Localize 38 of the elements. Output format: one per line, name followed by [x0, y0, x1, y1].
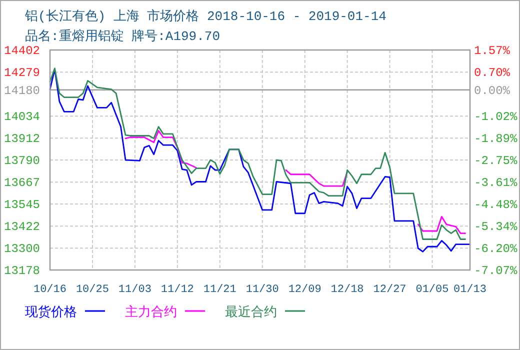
y2-tick-label: 1.57% [474, 44, 511, 58]
x-tick-label: 01/05 [416, 284, 449, 296]
y-tick-label: 14034 [4, 110, 40, 124]
y-tick-label: 14279 [4, 66, 40, 80]
legend-label: 最近合约 [225, 305, 277, 320]
y2-tick-label: -7.07% [474, 264, 518, 278]
y2-tick-label: 0.00% [474, 84, 511, 98]
y-tick-label: 13422 [4, 220, 40, 234]
x-tick-label: 11/30 [246, 284, 279, 296]
chart-subtitle: 品名:重熔用铝锭 牌号:A199.70 [25, 29, 220, 44]
ref-line-label: 14180 [4, 84, 40, 98]
y2-tick-label: -2.75% [474, 154, 518, 168]
x-tick-label: 11/12 [160, 284, 194, 296]
x-tick-label: 01/13 [453, 284, 487, 296]
legend-label: 主力合约 [125, 304, 177, 320]
x-tick-label: 12/18 [330, 284, 364, 296]
x-tick-label: 10/25 [76, 284, 109, 296]
y-tick-label: 13790 [4, 154, 40, 168]
y-tick-label: 13545 [4, 198, 40, 212]
y-tick-label: 13912 [4, 132, 40, 146]
y2-tick-label: -5.34% [474, 220, 518, 234]
legend-label: 现货价格 [25, 305, 77, 320]
x-tick-label: 10/16 [33, 284, 67, 296]
y-tick-label: 13300 [4, 242, 40, 256]
y-tick-label: 13667 [4, 176, 40, 190]
y-tick-label: 13178 [4, 264, 40, 278]
y2-tick-label: 0.70% [474, 66, 511, 80]
y2-tick-label: -6.20% [474, 242, 518, 256]
y-tick-label: 14402 [4, 44, 40, 58]
x-tick-label: 12/27 [373, 284, 406, 296]
chart-title: 铝(长江有色) 上海 市场价格 2018-10-16 - 2019-01-14 [24, 9, 387, 24]
y2-tick-label: -1.89% [474, 132, 518, 146]
x-tick-label: 11/21 [203, 284, 237, 296]
y2-tick-label: -3.61% [474, 176, 518, 190]
y2-tick-label: -4.48% [474, 198, 518, 212]
y2-tick-label: -1.02% [474, 110, 518, 124]
x-tick-label: 11/03 [118, 284, 152, 296]
x-tick-label: 12/09 [288, 284, 322, 296]
